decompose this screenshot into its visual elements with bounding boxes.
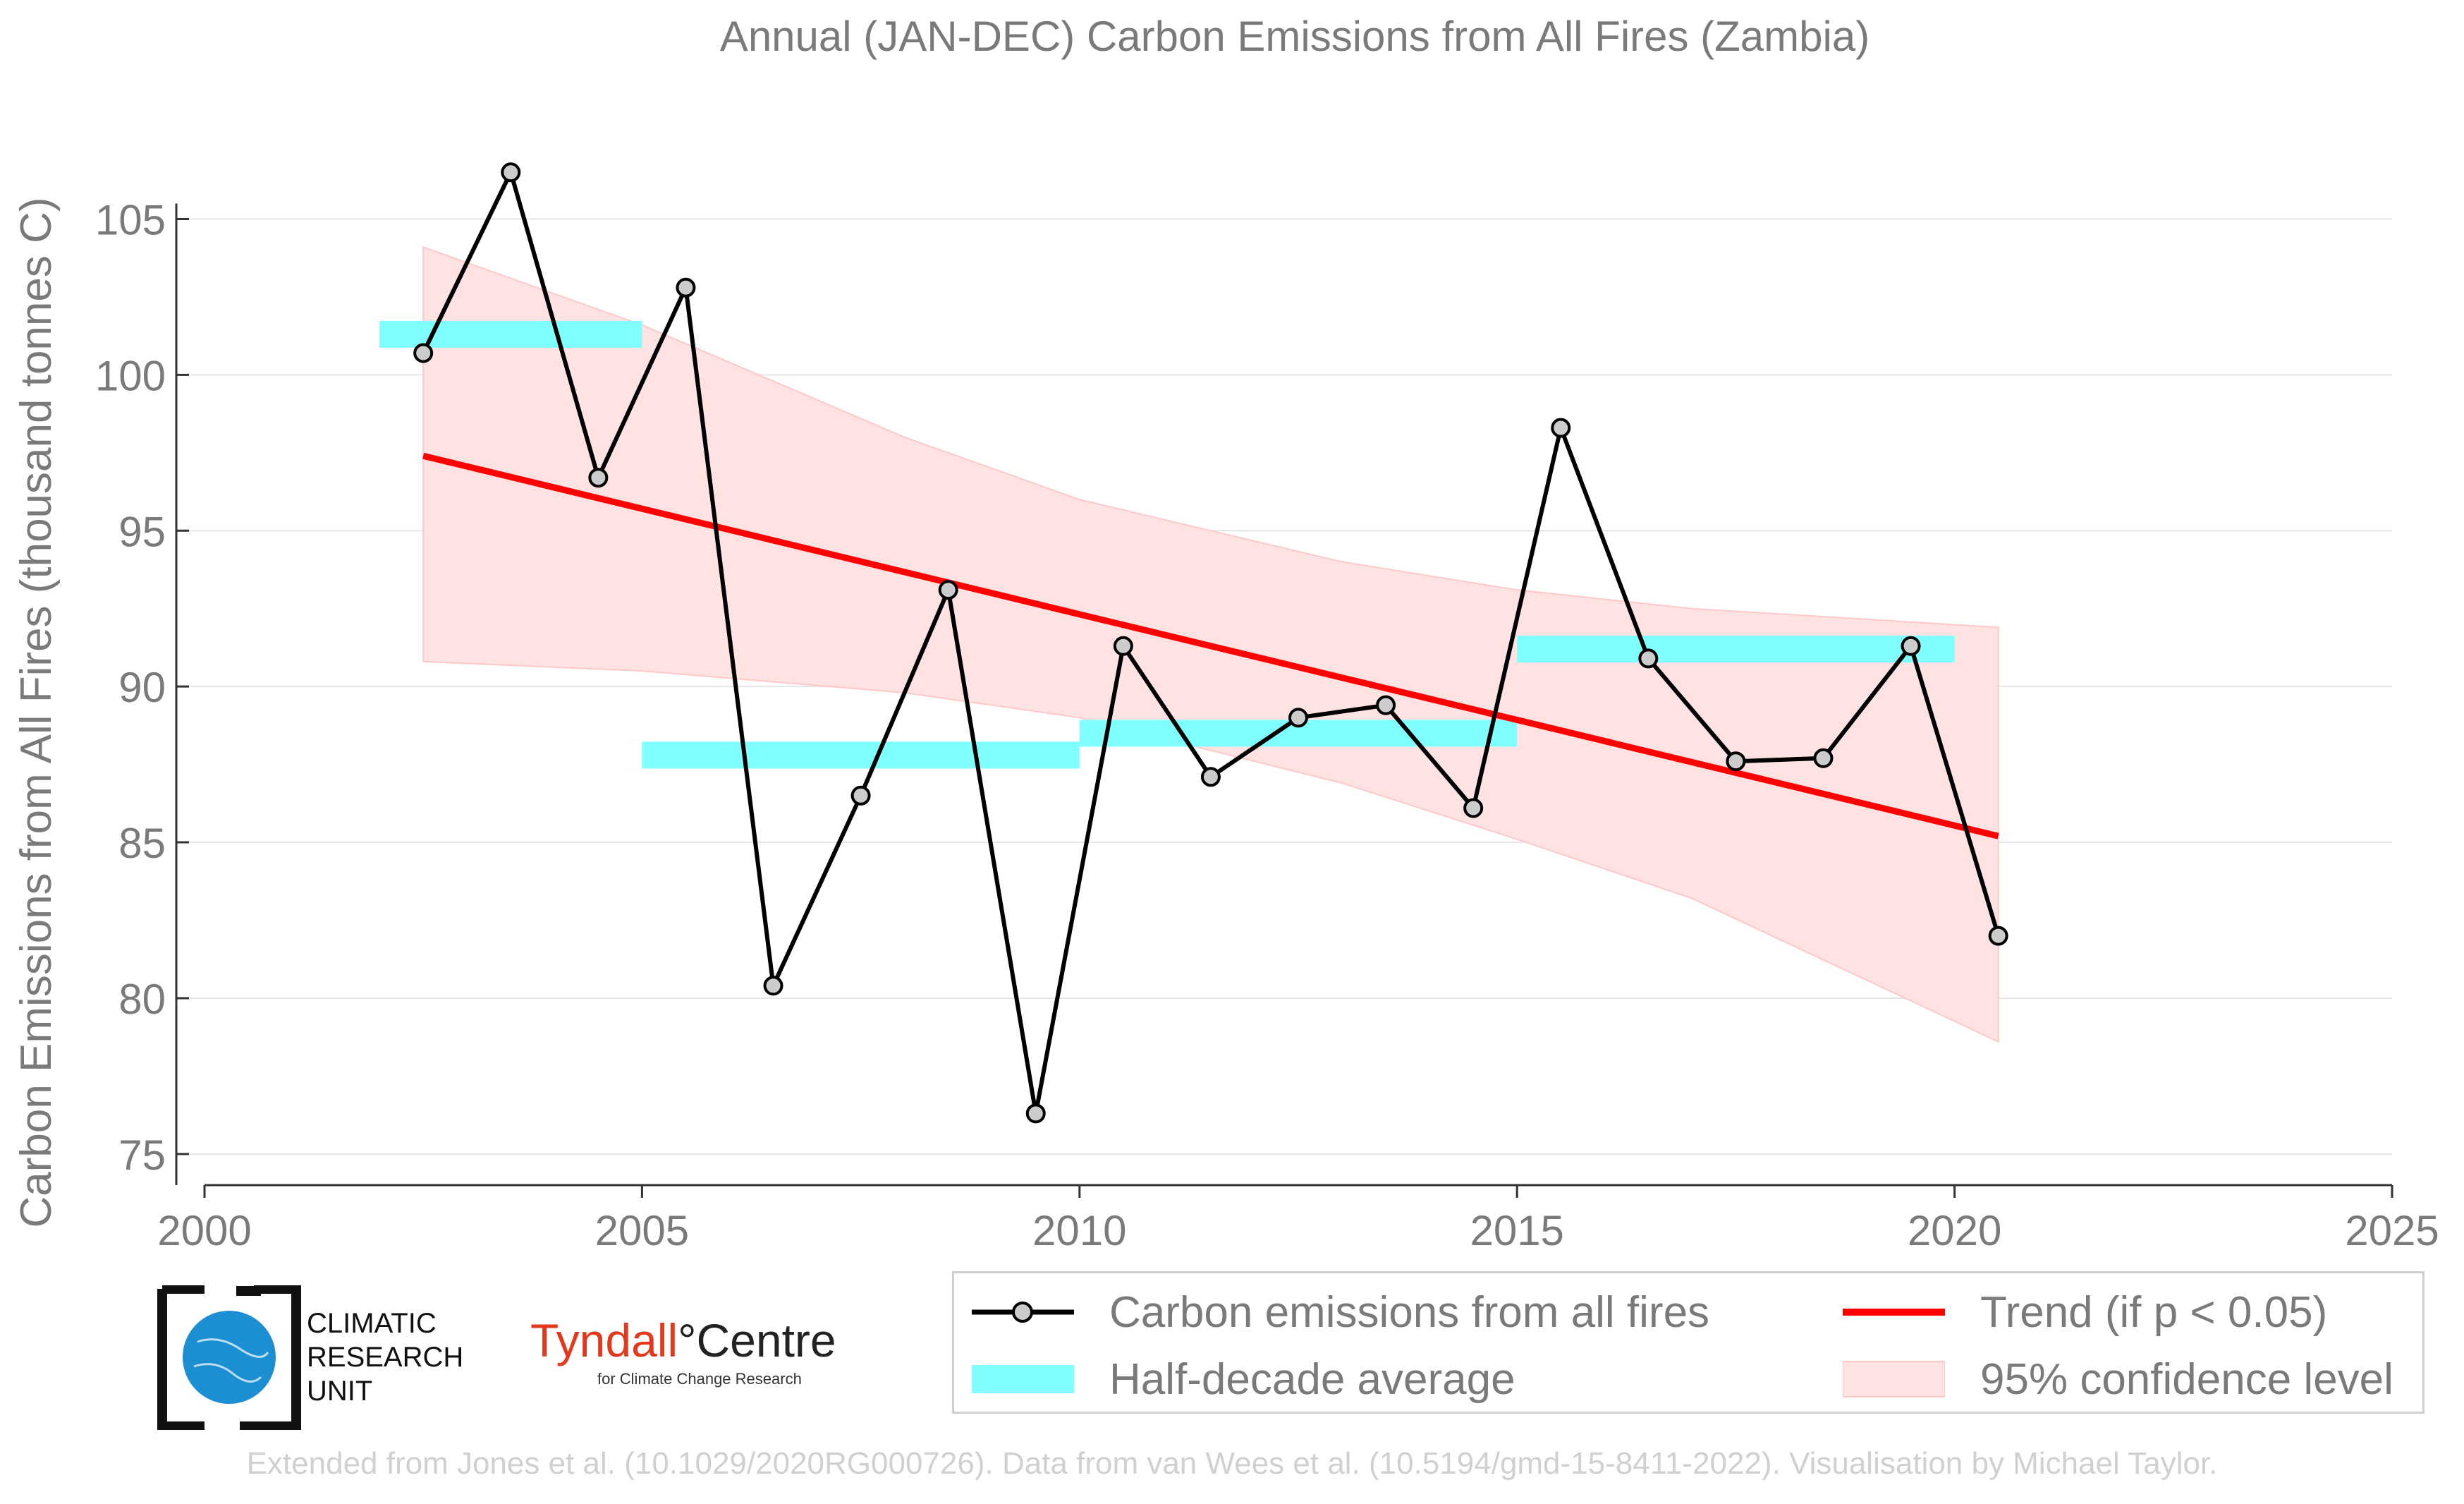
data-point: [1463, 798, 1484, 818]
x-tick-label: 2005: [595, 1207, 689, 1254]
tyndall-logo: Tyndall°Centre for Climate Change Resear…: [530, 1314, 836, 1391]
data-point: [1901, 636, 1921, 656]
y-tick-label: 75: [118, 1132, 166, 1179]
legend-label: Trend (if p < 0.05): [1980, 1287, 2328, 1337]
credit-text: Extended from Jones et al. (10.1029/2020…: [246, 1446, 2218, 1481]
axes: [175, 203, 2392, 1187]
y-axis-ticks: 75 80 85 90 95 100 105: [95, 197, 189, 1179]
data-point: [938, 580, 958, 600]
x-tick-label: 2000: [157, 1207, 251, 1254]
cru-logo-text: CLIMATIC RESEARCH UNIT: [307, 1306, 464, 1408]
y-tick-label: 95: [118, 508, 166, 555]
legend-label: Half-decade average: [1109, 1354, 1515, 1404]
half-decade-bar: [1517, 636, 1955, 663]
cru-logo: CLIMATIC RESEARCH UNIT: [155, 1285, 465, 1430]
data-point: [1813, 748, 1834, 768]
y-axis-label: Carbon Emissions from All Fires (thousan…: [12, 197, 61, 1227]
x-tick-label: 2015: [1470, 1207, 1563, 1254]
data-point: [1638, 648, 1659, 669]
legend-item-emissions: Carbon emissions from all fires: [972, 1280, 1709, 1344]
chart: Annual (JAN-DEC) Carbon Emissions from A…: [12, 13, 2439, 1254]
chart-title: Annual (JAN-DEC) Carbon Emissions from A…: [720, 13, 1870, 60]
data-point: [1025, 1103, 1046, 1124]
half-decade-bar: [642, 741, 1080, 769]
half-decade-layer: [379, 320, 1955, 769]
line-marker-icon: [972, 1302, 1074, 1323]
cru-logo-label: CLIMATIC RESEARCH UNIT: [307, 1308, 464, 1407]
data-point: [850, 785, 871, 806]
trend-line: [422, 452, 1999, 839]
globe-icon: [157, 1285, 301, 1430]
red-line-icon: [1843, 1309, 1945, 1316]
data-point: [1113, 636, 1133, 656]
legend-label: 95% confidence level: [1980, 1354, 2393, 1404]
y-tick-label: 85: [118, 820, 166, 867]
half-decade-bar: [379, 320, 642, 348]
tyndall-logo-subtitle: for Climate Change Research: [597, 1370, 802, 1388]
data-point: [1376, 695, 1396, 715]
y-tick-label: 105: [95, 197, 166, 244]
data-point: [1726, 751, 1746, 772]
trend-layer: [422, 452, 1999, 839]
legend-label: Carbon emissions from all fires: [1109, 1287, 1710, 1337]
data-point: [1988, 926, 2008, 946]
data-point: [676, 277, 696, 298]
x-tick-label: 2010: [1032, 1207, 1126, 1254]
y-tick-label: 90: [118, 664, 166, 711]
data-point: [1288, 708, 1308, 728]
emissions-line-layer: [413, 162, 2008, 1124]
x-tick-label: 2020: [1908, 1207, 2001, 1254]
y-tick-label: 80: [118, 976, 166, 1023]
cyan-bar-icon: [972, 1365, 1074, 1393]
legend-item-confidence: 95% confidence level: [1843, 1347, 2393, 1411]
x-tick-label: 2025: [2345, 1207, 2439, 1254]
data-point: [588, 468, 609, 488]
data-point: [501, 162, 521, 183]
tyndall-name: Tyndall: [530, 1314, 678, 1366]
tyndall-logo-title: Tyndall°Centre: [530, 1314, 836, 1367]
legend: Carbon emissions from all fires Trend (i…: [952, 1271, 2425, 1414]
tyndall-centre: °Centre: [678, 1314, 836, 1366]
legend-item-half-decade: Half-decade average: [972, 1347, 1515, 1411]
data-point: [413, 343, 434, 363]
y-tick-label: 100: [95, 352, 166, 399]
legend-item-trend: Trend (if p < 0.05): [1843, 1280, 2327, 1344]
data-point: [1551, 418, 1571, 438]
data-point: [763, 976, 783, 996]
data-point: [1200, 767, 1221, 787]
x-axis-ticks: 2000 2005 2010 2015 2020 2025: [157, 1185, 2439, 1254]
pink-band-icon: [1843, 1361, 1945, 1397]
